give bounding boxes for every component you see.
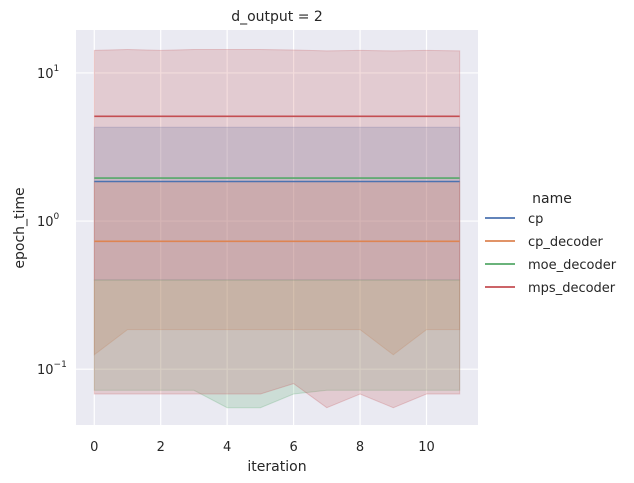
- legend-label-cp_decoder: cp_decoder: [528, 235, 604, 250]
- x-tick-labels: 0 2 4 6 8 10: [90, 440, 435, 455]
- band-mps_decoder: [93, 48, 461, 409]
- x-tick-label: 4: [223, 440, 231, 455]
- y-tick-label: 100: [37, 212, 60, 230]
- legend-label-mps_decoder: mps_decoder: [528, 281, 616, 296]
- x-tick-label: 2: [157, 440, 165, 455]
- series-lines: [94, 115, 460, 243]
- legend-label-cp: cp: [528, 212, 543, 227]
- x-tick-label: 6: [289, 440, 297, 455]
- confidence-bands: [93, 48, 461, 409]
- chart-title: d_output = 2: [231, 9, 323, 25]
- y-tick-exponent: 1: [54, 64, 60, 74]
- y-axis-label: epoch_time: [12, 187, 28, 268]
- x-tick-label: 10: [418, 440, 435, 455]
- grid-lines: [76, 30, 478, 425]
- x-axis-label: iteration: [247, 459, 306, 475]
- y-tick-exponent: 0: [54, 212, 60, 222]
- y-tick-label: 101: [37, 64, 59, 82]
- legend-title: name: [532, 191, 572, 207]
- legend-items: cp cp_decoder moe_decoder mps_decoder: [485, 212, 617, 296]
- legend-label-moe_decoder: moe_decoder: [528, 258, 617, 273]
- y-tick-exponent: −1: [54, 360, 67, 370]
- plot-area: [76, 30, 478, 425]
- x-tick-label: 0: [90, 440, 98, 455]
- x-tick-label: 8: [356, 440, 364, 455]
- y-tick-label: 10−1: [37, 360, 67, 378]
- legend: name cp cp_decoder moe_decoder mps_decoder: [485, 191, 617, 296]
- band-moe_decoder: [93, 279, 461, 409]
